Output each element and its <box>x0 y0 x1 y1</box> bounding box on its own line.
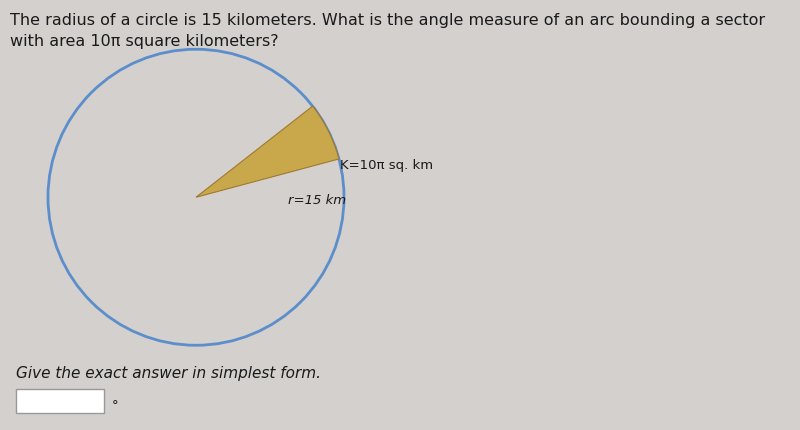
Text: °: ° <box>112 399 118 412</box>
Text: The radius of a circle is 15 kilometers. What is the angle measure of an arc bou: The radius of a circle is 15 kilometers.… <box>10 13 765 49</box>
Text: K=10π sq. km: K=10π sq. km <box>340 159 433 172</box>
FancyBboxPatch shape <box>16 389 104 413</box>
Text: Give the exact answer in simplest form.: Give the exact answer in simplest form. <box>16 366 321 381</box>
Text: r=15 km: r=15 km <box>288 194 346 206</box>
Polygon shape <box>196 107 339 198</box>
